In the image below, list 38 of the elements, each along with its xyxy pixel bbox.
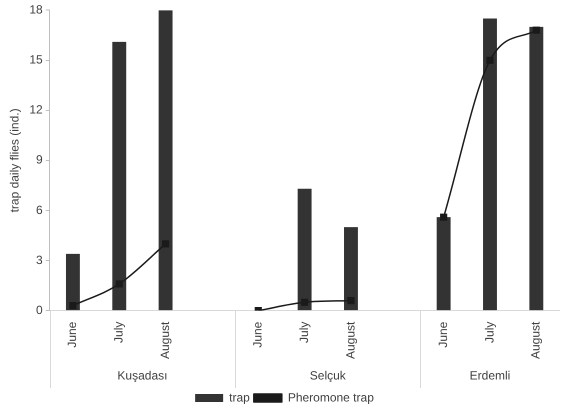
text: Erdemli <box>470 368 510 382</box>
point <box>347 297 355 304</box>
bar <box>529 26 544 310</box>
bar <box>112 42 126 310</box>
bar <box>298 188 312 310</box>
text: Selçuk <box>310 368 347 382</box>
point <box>440 214 448 221</box>
bar <box>158 10 173 310</box>
x-tick-label: August <box>343 320 358 359</box>
x-tick-label: July <box>482 322 496 343</box>
y-tick-label: 3 <box>36 252 44 267</box>
y-tick-label: 0 <box>36 302 44 317</box>
x-tick-label: June <box>250 321 265 348</box>
text: Kuşadası <box>117 368 168 382</box>
y-tick-label: 18 <box>29 2 44 17</box>
x-tick-label: July <box>112 322 126 343</box>
point <box>116 280 123 288</box>
point <box>162 240 170 248</box>
y-tick-label: 12 <box>29 102 44 117</box>
y-tick-label: 9 <box>36 152 44 167</box>
bar <box>483 18 497 310</box>
x-tick-label: August <box>158 320 172 359</box>
legend-label: trap <box>229 390 250 404</box>
point <box>532 26 540 34</box>
point <box>486 56 494 64</box>
x-tick-label: June <box>65 321 80 348</box>
y-axis-title: trap daily flies (ind.) <box>8 108 22 212</box>
legend-label: Pheromone trap <box>288 390 374 404</box>
bar <box>344 227 358 310</box>
bar <box>436 217 451 310</box>
x-tick-label: July <box>296 322 311 343</box>
x-tick-label: August <box>528 320 543 359</box>
point <box>69 302 76 310</box>
y-tick-label: 15 <box>29 52 44 67</box>
point <box>301 298 308 306</box>
x-tick-label: June <box>436 321 450 348</box>
bar <box>66 254 80 310</box>
y-tick-label: 6 <box>36 202 44 217</box>
